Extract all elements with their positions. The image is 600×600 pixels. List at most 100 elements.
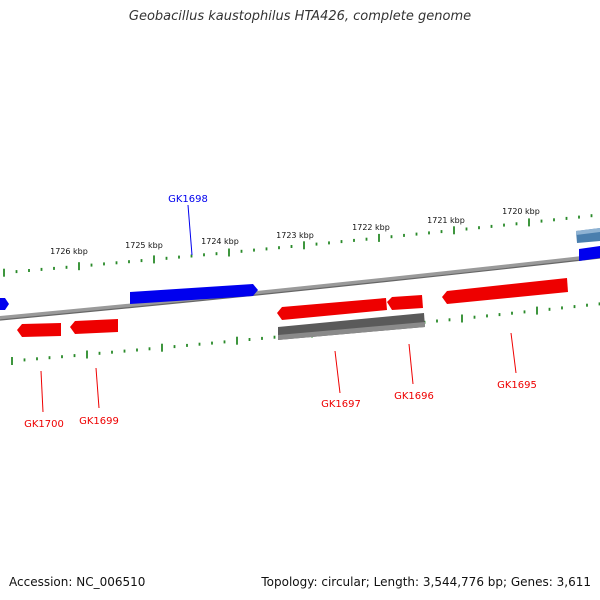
inner-tick-minor: [123, 349, 126, 353]
inner-tick-minor: [598, 302, 600, 306]
outer-tick-minor: [478, 226, 480, 230]
inner-tick-minor: [98, 351, 101, 355]
gene-label-GK1698[interactable]: GK1698: [168, 194, 208, 205]
inner-tick-minor: [523, 310, 526, 314]
outer-tick-minor: [215, 252, 218, 256]
gene-label-GK1700[interactable]: GK1700: [24, 419, 64, 430]
outer-tick-minor: [65, 265, 68, 269]
outer-tick-minor: [15, 270, 18, 274]
inner-tick-minor: [61, 355, 63, 359]
inner-tick-minor: [448, 318, 451, 322]
gene-label-GK1695[interactable]: GK1695: [497, 380, 537, 391]
outer-tick-minor: [540, 219, 543, 223]
gene-GK1698[interactable]: [130, 284, 258, 304]
scale-label-1724: 1724 kbp: [201, 237, 239, 246]
inner-tick-minor: [136, 348, 138, 352]
outer-tick-major: [153, 255, 155, 264]
inner-tick-minor: [23, 358, 26, 362]
inner-tick-minor: [498, 313, 501, 317]
outer-tick-major: [3, 268, 5, 277]
outer-tick-minor: [240, 249, 243, 253]
inner-tick-minor: [223, 340, 226, 344]
inner-tick-minor: [36, 357, 38, 361]
feature-gray-highlight: [278, 322, 425, 340]
gene-label-GK1699[interactable]: GK1699: [79, 416, 119, 427]
scale-label-1723: 1723 kbp: [276, 231, 314, 240]
outer-tick-major: [228, 248, 230, 257]
inner-tick-minor: [548, 307, 551, 311]
gene-label-GK1696[interactable]: GK1696: [394, 391, 434, 402]
gene-right-edge-blue[interactable]: [579, 246, 600, 261]
outer-tick-minor: [190, 254, 193, 258]
gene-GK1700[interactable]: [17, 323, 61, 337]
outer-tick-minor: [340, 240, 343, 244]
outer-tick-minor: [440, 230, 443, 234]
outer-tick-minor: [503, 223, 505, 227]
outer-tick-minor: [465, 227, 468, 231]
inner-tick-minor: [48, 356, 51, 360]
outer-tick-minor: [353, 238, 355, 242]
inner-tick-major: [236, 336, 238, 345]
inner-tick-minor: [73, 354, 76, 358]
outer-tick-minor: [565, 216, 568, 220]
outer-tick-minor: [165, 256, 168, 260]
outer-tick-minor: [53, 266, 55, 270]
outer-tick-major: [303, 241, 305, 250]
outer-tick-minor: [28, 269, 30, 272]
gene-GK1697[interactable]: [277, 298, 387, 320]
gene-label-GK1697[interactable]: GK1697: [321, 399, 361, 410]
outer-tick-minor: [278, 246, 280, 250]
gene-right-edge-steel-highlight: [576, 228, 600, 235]
scale-label-1726: 1726 kbp: [50, 247, 88, 256]
outer-tick-minor: [290, 245, 293, 248]
gene-left-edge[interactable]: [0, 298, 9, 310]
inner-tick-minor: [148, 347, 151, 351]
leader-GK1697: [334, 350, 341, 394]
inner-tick-minor: [198, 342, 201, 346]
inner-tick-minor: [186, 343, 188, 347]
outer-tick-major: [378, 233, 380, 242]
outer-tick-minor: [390, 235, 393, 239]
scale-label-1720: 1720 kbp: [502, 207, 540, 216]
inner-tick-major: [536, 306, 538, 315]
outer-tick-minor: [265, 247, 268, 251]
inner-tick-minor: [436, 319, 438, 323]
inner-tick-minor: [573, 305, 576, 309]
inner-tick-minor: [473, 315, 476, 319]
leader-GK1699: [95, 367, 100, 409]
genome-summary-text: Topology: circular; Length: 3,544,776 bp…: [261, 575, 591, 589]
inner-tick-minor: [486, 314, 488, 318]
inner-tick-major: [11, 357, 13, 365]
inner-tick-minor: [248, 338, 251, 341]
inner-tick-minor: [211, 341, 213, 345]
outer-tick-major: [453, 226, 455, 235]
inner-tick-minor: [261, 336, 263, 340]
inner-tick-major: [461, 314, 463, 323]
outer-tick-minor: [178, 255, 180, 259]
inner-tick-minor: [273, 335, 276, 339]
outer-tick-minor: [515, 222, 518, 226]
leader-GK1695: [510, 332, 517, 374]
backbone-line: [0, 254, 600, 320]
outer-tick-minor: [315, 242, 318, 246]
scale-label-1722: 1722 kbp: [352, 223, 390, 232]
gene-GK1695[interactable]: [442, 278, 568, 304]
map-title: Geobacillus kaustophilus HTA426, complet…: [128, 9, 472, 24]
inner-tick-minor: [173, 345, 176, 349]
outer-tick-minor: [203, 253, 205, 257]
inner-tick-major: [161, 343, 163, 352]
accession-text: Accession: NC_006510: [9, 575, 146, 589]
gene-GK1699[interactable]: [70, 319, 118, 334]
outer-scale-ticks: [3, 214, 593, 277]
inner-tick-minor: [586, 303, 588, 307]
outer-tick-minor: [90, 263, 93, 267]
outer-tick-minor: [490, 224, 493, 228]
leader-GK1696: [408, 343, 414, 385]
outer-tick-minor: [115, 261, 118, 265]
outer-tick-major: [528, 218, 530, 227]
inner-tick-major: [86, 350, 88, 359]
backbone-shadow: [0, 257, 600, 321]
scale-label-1721: 1721 kbp: [427, 216, 465, 225]
gene-GK1696[interactable]: [387, 295, 423, 310]
